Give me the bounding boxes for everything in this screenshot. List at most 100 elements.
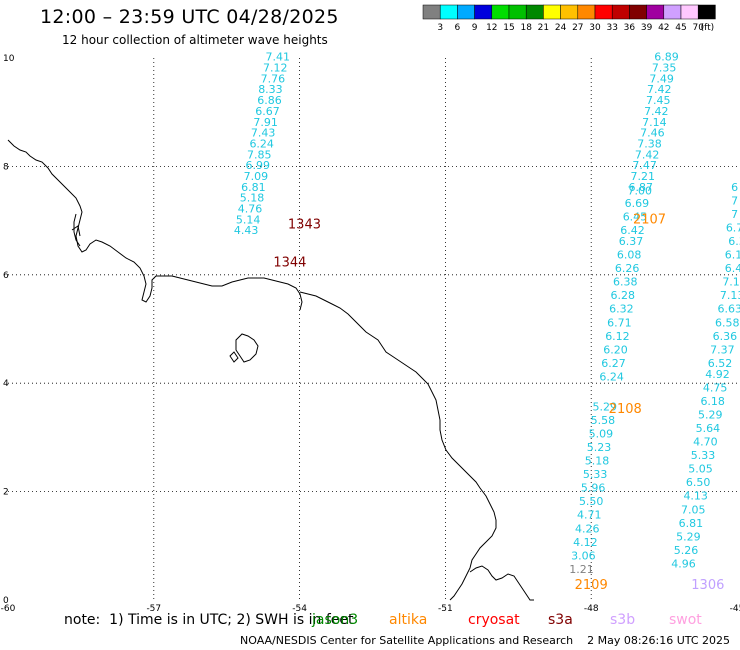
lat-tick-label: 4 xyxy=(3,379,9,389)
legend-label: 30 xyxy=(589,23,601,33)
satellite-name: swot xyxy=(669,612,702,628)
legend-label: 33 xyxy=(606,23,617,33)
swh-value: 4.92 xyxy=(705,368,730,381)
swh-value: 7.42 xyxy=(635,148,660,161)
legend-swatch xyxy=(543,4,561,20)
map-subtitle: 12 hour collection of altimeter wave hei… xyxy=(62,33,328,47)
legend-swatch xyxy=(629,4,647,20)
legend-label: 39 xyxy=(641,23,653,33)
lat-tick-label: 2 xyxy=(3,488,9,498)
lat-tick-label: 10 xyxy=(3,54,15,64)
island-marajo xyxy=(235,333,259,363)
swh-value: 4.71 xyxy=(577,509,602,522)
swh-value: 5.29 xyxy=(676,530,701,543)
lon-tick-label: -60 xyxy=(1,604,16,614)
legend-label: 21 xyxy=(538,23,549,33)
swh-value: 7 xyxy=(731,208,738,221)
swh-value: 7.42 xyxy=(647,83,672,96)
swh-value: 3.06 xyxy=(571,549,596,562)
swh-value: 6.58 xyxy=(715,316,740,329)
swh-value: 5.64 xyxy=(696,422,721,435)
swh-value: 6.67 xyxy=(255,105,280,118)
swh-value: 6.28 xyxy=(611,289,636,302)
swh-value: 6 xyxy=(731,181,738,194)
swh-value: 6.27 xyxy=(601,357,626,370)
swh-value: 7.43 xyxy=(251,127,276,140)
swh-value: 6.37 xyxy=(619,235,644,248)
swh-value: 5.50 xyxy=(579,495,604,508)
swh-value: 5.09 xyxy=(589,427,614,440)
swh-value: 5.33 xyxy=(691,449,716,462)
coastline-venezuela-guyana xyxy=(7,139,303,311)
swh-value: 6.18 xyxy=(700,395,725,408)
pass-id-label: 2107 xyxy=(633,212,666,227)
pass-id-label: 1306 xyxy=(691,578,724,593)
swh-value: 5.05 xyxy=(688,463,713,476)
legend-swatch xyxy=(680,4,699,20)
swh-value: 6.7 xyxy=(726,221,740,234)
swh-value: 7.42 xyxy=(644,105,669,118)
swh-value: 6.12 xyxy=(605,330,630,343)
legend-swatch xyxy=(697,4,716,20)
legend-label: 27 xyxy=(572,23,583,33)
legend-swatch xyxy=(491,4,510,20)
legend-label: 45 xyxy=(675,23,686,33)
legend-label: 24 xyxy=(555,23,567,33)
swh-value: 4.76 xyxy=(238,202,263,215)
swh-value: 7.12 xyxy=(263,62,288,75)
swh-value: 6.86 xyxy=(257,94,282,107)
swh-value: 6.32 xyxy=(609,303,634,316)
swh-value: 4.70 xyxy=(693,436,718,449)
legend-unit: (ft) xyxy=(701,23,715,33)
lat-tick-label: 6 xyxy=(3,271,9,281)
satellite-name: s3a xyxy=(548,612,573,628)
legend-swatch xyxy=(422,4,441,20)
swh-value: 6.08 xyxy=(617,249,642,262)
swh-value: 4.75 xyxy=(703,381,728,394)
swh-value: 7.47 xyxy=(632,159,657,172)
coastline-orinoco-detail xyxy=(71,213,81,247)
lon-tick-label: -48 xyxy=(584,604,599,614)
swh-value: 7.16 xyxy=(722,276,740,289)
legend-swatch xyxy=(474,4,493,20)
color-legend: 3 6 9 12 15 18 21 24 27 30 33 36 39 42 45 70(ft) xyxy=(422,4,716,33)
swh-value: 6.36 xyxy=(713,330,738,343)
coastline xyxy=(7,139,534,601)
lon-tick-label: -57 xyxy=(146,604,161,614)
legend-swatch xyxy=(663,4,682,20)
swh-value: 8.33 xyxy=(258,83,283,96)
pass-ids: 1343 1344 2107 2108 2109 1306 xyxy=(273,212,724,593)
swh-value: 7.45 xyxy=(646,94,671,107)
swh-value: 7.91 xyxy=(253,116,278,129)
swh-value: 6.71 xyxy=(607,316,632,329)
swh-value: 7.49 xyxy=(649,72,674,85)
swh-value: 6.20 xyxy=(603,343,628,356)
swh-value: 7.41 xyxy=(265,51,290,64)
legend-swatch xyxy=(560,4,579,20)
lat-lon-grid: -60 -57 -54 -51 -48 -45 10 8 6 4 2 0 xyxy=(1,54,740,614)
swh-value: 6.52 xyxy=(708,357,733,370)
swh-value: 7.05 xyxy=(681,503,706,516)
swh-value: 7.09 xyxy=(244,170,269,183)
swh-value: 6.63 xyxy=(717,303,740,316)
coastline-suriname-brazil xyxy=(299,291,497,601)
swh-value: 7.21 xyxy=(630,170,655,183)
credit-footer: NOAA/NESDIS Center for Satellite Applica… xyxy=(240,634,731,647)
lon-tick-label: -51 xyxy=(438,604,453,614)
swh-value: 6.46 xyxy=(725,262,740,275)
coastline-amazon-mouth xyxy=(469,565,534,601)
swh-value: 6.24 xyxy=(249,137,274,150)
swh-value: 6.81 xyxy=(241,181,266,194)
swh-value: 6.42 xyxy=(620,224,645,237)
swh-value: 7.76 xyxy=(261,72,286,85)
swh-value: 7.00 xyxy=(628,185,653,198)
swh-value: 6.81 xyxy=(679,517,704,530)
pass-id-label: 2108 xyxy=(609,402,642,417)
swh-value: 7.46 xyxy=(640,127,665,140)
legend-swatch xyxy=(439,4,458,20)
swh-value: 4.43 xyxy=(234,224,259,237)
swh-value: 5.29 xyxy=(593,400,618,413)
island-small xyxy=(229,351,239,363)
swh-value: 7 xyxy=(731,194,738,207)
legend-label: 3 xyxy=(437,23,443,33)
